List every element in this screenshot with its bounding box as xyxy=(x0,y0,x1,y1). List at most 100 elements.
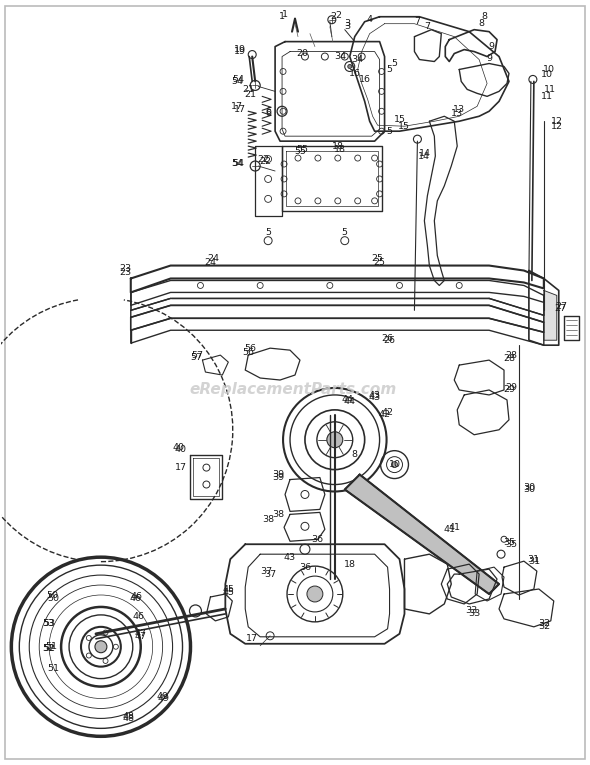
Text: 29: 29 xyxy=(503,386,515,395)
Text: 40: 40 xyxy=(172,443,185,452)
Text: 24: 24 xyxy=(204,258,217,267)
Text: 44: 44 xyxy=(344,397,356,406)
Text: 10: 10 xyxy=(389,460,401,469)
Circle shape xyxy=(392,461,398,467)
Text: 19: 19 xyxy=(234,47,246,56)
Text: 14: 14 xyxy=(418,151,430,161)
Text: 5: 5 xyxy=(386,65,392,74)
Text: 10: 10 xyxy=(543,65,555,74)
Text: 48: 48 xyxy=(123,712,135,721)
Text: 47: 47 xyxy=(135,633,147,641)
Text: 46: 46 xyxy=(133,613,145,621)
Text: 32: 32 xyxy=(537,620,550,628)
Text: 53: 53 xyxy=(42,620,54,628)
Text: 33: 33 xyxy=(465,607,477,615)
Text: 36: 36 xyxy=(299,562,311,571)
Text: 37: 37 xyxy=(264,570,276,578)
Text: 40: 40 xyxy=(175,445,186,454)
Text: 20: 20 xyxy=(296,49,308,58)
Text: 46: 46 xyxy=(130,594,142,604)
Text: 55: 55 xyxy=(296,145,308,154)
Text: 22: 22 xyxy=(257,155,269,164)
Text: 54: 54 xyxy=(231,158,243,168)
Text: 8: 8 xyxy=(352,450,358,459)
Text: 18: 18 xyxy=(334,145,346,154)
Text: 10: 10 xyxy=(541,70,553,79)
Text: 31: 31 xyxy=(528,557,540,565)
Text: 50: 50 xyxy=(47,594,59,604)
Text: 56: 56 xyxy=(242,347,254,356)
Text: 47: 47 xyxy=(135,630,147,638)
Text: 11: 11 xyxy=(544,85,556,94)
Text: 1: 1 xyxy=(279,12,285,21)
Text: 37: 37 xyxy=(260,567,272,575)
Text: 18: 18 xyxy=(344,560,356,568)
Text: 45: 45 xyxy=(222,588,234,597)
Circle shape xyxy=(95,641,107,653)
Text: 49: 49 xyxy=(158,694,169,703)
Text: 17: 17 xyxy=(231,102,243,111)
Text: 26: 26 xyxy=(384,336,395,345)
Text: 22: 22 xyxy=(259,157,271,165)
Text: 19: 19 xyxy=(234,45,246,54)
Text: 8: 8 xyxy=(481,12,487,21)
Text: 24: 24 xyxy=(208,254,219,263)
Text: 5: 5 xyxy=(265,228,271,237)
Text: 23: 23 xyxy=(120,268,132,277)
Text: 7: 7 xyxy=(414,17,421,26)
Text: 51: 51 xyxy=(47,664,59,673)
Text: 30: 30 xyxy=(523,485,535,494)
Text: 16: 16 xyxy=(349,69,360,78)
Text: 29: 29 xyxy=(505,383,517,392)
Text: 41: 41 xyxy=(443,525,455,534)
Text: 13: 13 xyxy=(453,105,466,114)
Text: 13: 13 xyxy=(451,109,463,118)
Text: 36: 36 xyxy=(311,535,323,544)
Text: 12: 12 xyxy=(550,122,563,131)
Text: 21: 21 xyxy=(244,90,256,99)
Text: 57: 57 xyxy=(191,353,202,362)
Text: 35: 35 xyxy=(503,538,515,547)
Polygon shape xyxy=(544,291,557,340)
Text: 30: 30 xyxy=(523,483,535,492)
Text: 54: 54 xyxy=(232,75,244,84)
Text: 25: 25 xyxy=(372,254,384,263)
Text: 49: 49 xyxy=(156,692,169,701)
Text: 3: 3 xyxy=(345,19,351,28)
Text: 46: 46 xyxy=(131,592,143,601)
Text: 32: 32 xyxy=(537,623,550,631)
Text: 6: 6 xyxy=(265,107,271,116)
Text: 5: 5 xyxy=(392,59,398,68)
Text: 27: 27 xyxy=(555,304,567,313)
Text: 54: 54 xyxy=(231,77,243,86)
Text: 28: 28 xyxy=(503,353,515,363)
Circle shape xyxy=(307,586,323,602)
Text: 27: 27 xyxy=(556,302,568,311)
Text: 4: 4 xyxy=(366,15,373,24)
Text: 12: 12 xyxy=(550,117,563,125)
Text: 43: 43 xyxy=(369,392,381,400)
Text: 26: 26 xyxy=(382,334,394,343)
Text: 9: 9 xyxy=(486,54,492,63)
Text: 21: 21 xyxy=(242,85,254,94)
Text: 2: 2 xyxy=(335,11,341,20)
Text: 50: 50 xyxy=(46,591,58,601)
Text: 17: 17 xyxy=(234,105,246,114)
Circle shape xyxy=(327,431,343,448)
Text: 38: 38 xyxy=(262,515,274,524)
Text: 44: 44 xyxy=(342,396,354,405)
Text: 41: 41 xyxy=(448,522,460,532)
Text: 43: 43 xyxy=(284,552,296,562)
Text: 42: 42 xyxy=(379,410,391,419)
Text: 55: 55 xyxy=(294,147,306,155)
Text: 33: 33 xyxy=(468,610,480,618)
Text: 48: 48 xyxy=(123,714,135,723)
Text: 39: 39 xyxy=(272,473,284,482)
Text: 52: 52 xyxy=(43,644,55,653)
Text: 23: 23 xyxy=(120,264,132,273)
Text: 57: 57 xyxy=(192,350,204,360)
Text: 17: 17 xyxy=(246,634,258,643)
Text: 34: 34 xyxy=(352,55,364,64)
Text: 34: 34 xyxy=(334,52,346,61)
Text: 6: 6 xyxy=(265,109,271,118)
